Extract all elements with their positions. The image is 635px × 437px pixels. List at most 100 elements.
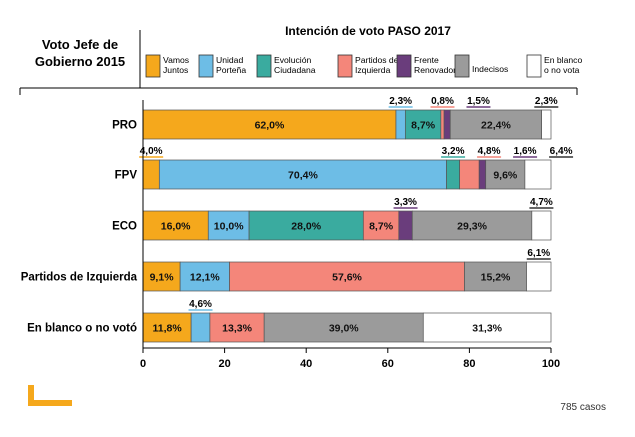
legend-swatch (396, 54, 412, 78)
bar-row-pro: 62,0% 8,7% 22,4% 2,3% 0,8% 1,5% 2,3% (142, 96, 559, 140)
bar-segment-en-blanco-o-no-vota (531, 210, 552, 241)
bar-value-label: 9,6% (493, 170, 518, 182)
bar-segment-frente-renovador (443, 109, 451, 140)
bar-segment-en-blanco-o-no-vota (526, 261, 552, 292)
x-tick-label: 0 (140, 358, 146, 370)
callout-label: 2,3% (535, 96, 558, 107)
bar-segment-evolucion-ciudadana (248, 210, 364, 241)
legend-label: En blanco (544, 55, 582, 65)
callout-label: 3,3% (394, 197, 417, 208)
logo-bar-horizontal (28, 400, 72, 406)
bar-value-label: 8,7% (411, 120, 436, 132)
bar-segment-partidos-de-izquierda (459, 159, 480, 190)
callout-label: 4,7% (530, 197, 553, 208)
legend-swatch (145, 54, 161, 78)
callout-label: 1,5% (467, 96, 490, 107)
legend-swatch (337, 54, 353, 78)
row-label-partidos-de-izquierda: Partidos de Izquierda (21, 272, 138, 284)
bar-value-label: 22,4% (481, 120, 511, 132)
bars: 62,0% 8,7% 22,4% 2,3% 0,8% 1,5% 2,3% 70,4% 9,6% 4… (139, 96, 574, 343)
bar-segment-unidad-portena (395, 109, 406, 140)
bar-row-partidos-de-izquierda: 9,1% 12,1% 57,6% 15,2% 6,1% (142, 248, 552, 292)
bar-segment-frente-renovador (398, 210, 413, 241)
legend-swatch (256, 54, 272, 78)
bar-segment-indecisos (263, 312, 424, 343)
bar-segment-unidad-portena (207, 210, 250, 241)
x-tick-label: 100 (542, 358, 560, 370)
header-frame (19, 30, 578, 95)
bar-segment-evolucion-ciudadana (446, 159, 460, 190)
bar-value-label: 9,1% (150, 272, 175, 284)
legend-label: Evolución (274, 55, 311, 65)
bar-segment-indecisos (411, 210, 533, 241)
bar-value-label: 15,2% (481, 272, 511, 284)
bar-value-label: 13,3% (222, 323, 252, 335)
bar-segment-vamos-juntos (142, 109, 397, 140)
callout-label: 4,8% (478, 146, 501, 157)
bar-segment-partidos-de-izquierda (362, 210, 400, 241)
callout-label: 3,2% (442, 146, 465, 157)
row-label-eco: ECO (112, 221, 137, 233)
logo-bar-vertical (28, 385, 34, 406)
legend-label: Renovador (414, 65, 456, 75)
case-count: 785 casos (560, 402, 606, 413)
bar-value-label: 16,0% (161, 221, 191, 233)
legend-item-indecisos: Indecisos (454, 54, 508, 78)
bar-segment-vamos-juntos (142, 312, 192, 343)
logo (28, 385, 72, 406)
x-axis: 0 20 40 60 80 100 (140, 100, 560, 370)
chart-title: Intención de voto PASO 2017 (285, 24, 451, 38)
callout-label: 1,6% (514, 146, 537, 157)
callout-label: 4,6% (189, 299, 212, 310)
bar-segment-en-blanco-o-no-vota (524, 159, 552, 190)
bar-segment-en-blanco-o-no-vota (541, 109, 552, 140)
bar-row-en-blanco-o-no-voto: 11,8% 13,3% 39,0% 31,3% 4,6% (142, 299, 552, 343)
legend-label: Frente (414, 55, 439, 65)
left-title-line-1: Voto Jefe de (42, 37, 118, 52)
bar-segment-vamos-juntos (142, 210, 209, 241)
callout-label: 0,8% (431, 96, 454, 107)
legend-label: Indecisos (472, 64, 508, 74)
bar-value-label: 57,6% (332, 272, 362, 284)
bar-value-label: 12,1% (190, 272, 220, 284)
bar-value-label: 70,4% (288, 170, 318, 182)
x-tick-label: 40 (300, 358, 312, 370)
left-title-line-2: Gobierno 2015 (35, 54, 125, 69)
legend-label: Vamos (163, 55, 189, 65)
x-tick-label: 20 (218, 358, 230, 370)
callout-label: 2,3% (389, 96, 412, 107)
legend-swatch (526, 54, 542, 78)
bar-segment-partidos-de-izquierda (440, 109, 445, 140)
bar-value-label: 31,3% (472, 323, 502, 335)
legend-label: Ciudadana (274, 65, 316, 75)
bar-segment-vamos-juntos (142, 159, 160, 190)
bar-segment-frente-renovador (478, 159, 487, 190)
bar-row-fpv: 70,4% 9,6% 4,0% 3,2% 4,8% 1,6% 6,4% (139, 146, 574, 190)
bar-value-label: 8,7% (369, 221, 394, 233)
legend-label: Porteña (216, 65, 246, 75)
callout-label: 6,4% (550, 146, 573, 157)
bar-segment-unidad-portena (179, 261, 230, 292)
bar-segment-partidos-de-izquierda (209, 312, 265, 343)
callout-label: 4,0% (140, 146, 163, 157)
legend-label: Juntos (163, 65, 188, 75)
row-label-en-blanco-o-no-voto: En blanco o no votó (27, 323, 137, 335)
legend-label: Unidad (216, 55, 243, 65)
legend-swatch (454, 54, 470, 78)
legend-label: o no vota (544, 65, 580, 75)
legend-swatch (198, 54, 214, 78)
bar-value-label: 29,3% (457, 221, 487, 233)
row-label-pro: PRO (112, 120, 137, 132)
bar-value-label: 28,0% (291, 221, 321, 233)
bar-segment-vamos-juntos (142, 261, 181, 292)
bar-segment-unidad-portena (190, 312, 211, 343)
bar-segment-indecisos (485, 159, 526, 190)
row-labels: PRO FPV ECO Partidos de Izquierda En blanco … (21, 120, 138, 335)
